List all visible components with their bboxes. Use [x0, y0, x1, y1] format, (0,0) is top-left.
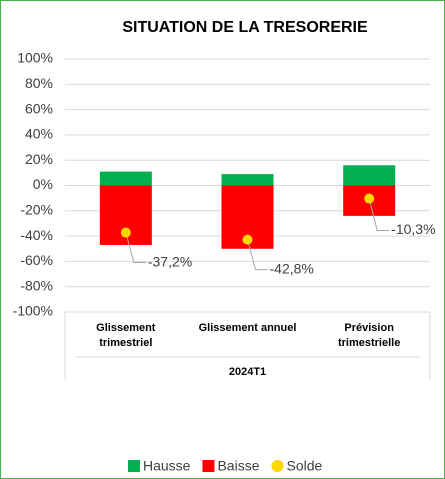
data-label: -10,3%	[391, 221, 435, 237]
leader-line	[247, 239, 268, 271]
y-tick-label: -60%	[20, 252, 53, 268]
leader-line	[368, 198, 390, 232]
point	[364, 193, 375, 204]
chart-title: SITUATION DE LA TRESORERIE	[122, 19, 368, 36]
group-label: 2024T1	[229, 366, 266, 378]
legend-label: Solde	[287, 458, 323, 474]
y-tick-label: 40%	[25, 126, 53, 142]
legend-swatch	[271, 460, 284, 472]
legend-label: Baisse	[217, 458, 259, 474]
y-tick-label: 20%	[25, 151, 53, 167]
y-tick-label: 60%	[25, 100, 53, 116]
y-tick-label: -80%	[20, 277, 53, 293]
bar	[99, 171, 152, 186]
legend-swatch	[128, 460, 140, 472]
point	[120, 227, 131, 238]
legend-label: Hausse	[143, 458, 191, 474]
y-tick-label: -20%	[20, 202, 53, 218]
x-tick-label: Glissement annuel	[198, 322, 297, 334]
y-tick-label: 80%	[25, 75, 53, 91]
bar	[221, 174, 274, 186]
leader-line	[125, 232, 146, 264]
x-tick-label: Glissement trimestriel	[96, 322, 156, 349]
bar	[343, 165, 396, 186]
y-tick-label: 0%	[33, 176, 53, 192]
y-tick-label: -100%	[13, 303, 53, 319]
point	[242, 234, 253, 245]
x-tick-label: Prévision trimestrielle	[337, 322, 401, 349]
y-tick-label: -40%	[20, 227, 53, 243]
data-label: -42,8%	[270, 260, 314, 276]
y-tick-label: 100%	[17, 50, 53, 66]
legend-swatch	[202, 460, 215, 472]
data-label: -37,2%	[148, 253, 192, 269]
